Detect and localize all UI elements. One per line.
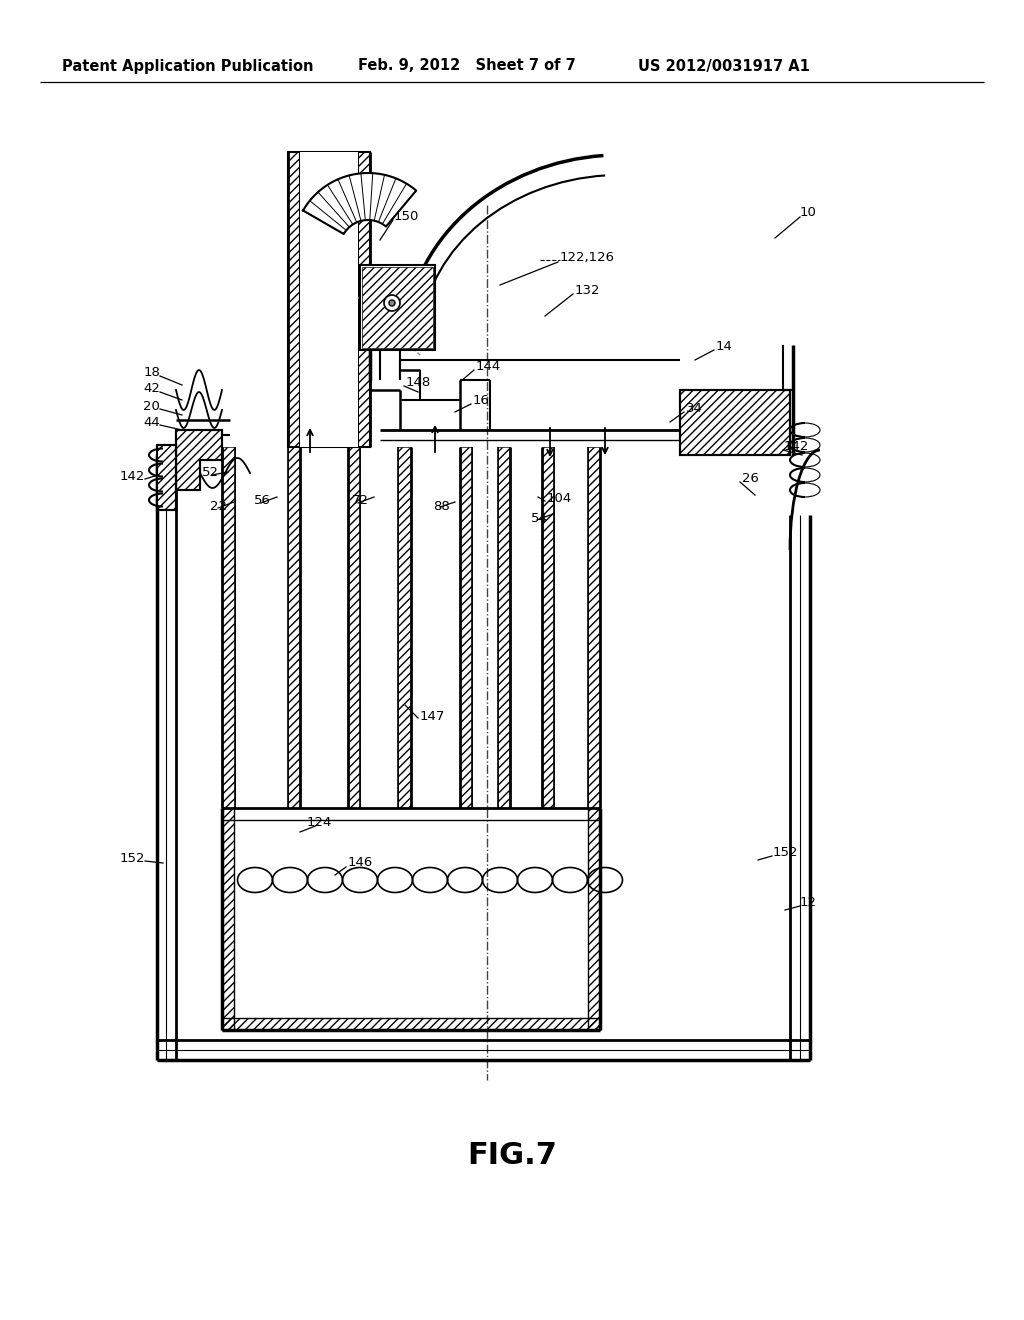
Text: Feb. 9, 2012   Sheet 7 of 7: Feb. 9, 2012 Sheet 7 of 7 (358, 58, 575, 74)
Polygon shape (157, 445, 176, 510)
Text: 152: 152 (120, 851, 145, 865)
Text: 148: 148 (406, 376, 431, 389)
Bar (398, 447, 411, 808)
Text: 54: 54 (531, 511, 548, 524)
Text: 56: 56 (254, 495, 271, 507)
Text: FIG.7: FIG.7 (467, 1140, 557, 1170)
Circle shape (384, 294, 400, 312)
Bar (542, 447, 554, 808)
Bar (288, 447, 300, 808)
Text: 34: 34 (686, 401, 702, 414)
Bar (300, 152, 358, 447)
Text: 26: 26 (742, 471, 759, 484)
Bar (588, 808, 600, 1030)
Text: US 2012/0031917 A1: US 2012/0031917 A1 (638, 58, 810, 74)
Bar (348, 447, 360, 808)
Polygon shape (176, 430, 222, 490)
Text: 22: 22 (210, 499, 227, 512)
Text: 142: 142 (120, 470, 145, 483)
Text: 88: 88 (433, 499, 450, 512)
Bar (680, 389, 790, 455)
Text: 44: 44 (143, 416, 160, 429)
Text: 10: 10 (800, 206, 817, 219)
Text: 124: 124 (307, 817, 333, 829)
Text: 14: 14 (716, 339, 733, 352)
Text: 42: 42 (143, 383, 160, 396)
Text: 104: 104 (547, 491, 572, 504)
Polygon shape (303, 173, 416, 234)
Text: 52: 52 (202, 466, 219, 479)
Text: 72: 72 (352, 495, 369, 507)
Text: 146: 146 (348, 857, 374, 870)
Bar (460, 447, 472, 808)
Bar (362, 267, 433, 348)
Bar (588, 447, 600, 808)
Text: Patent Application Publication: Patent Application Publication (62, 58, 313, 74)
Bar (680, 389, 790, 455)
Text: 152: 152 (773, 846, 799, 859)
Text: 122,126: 122,126 (560, 252, 615, 264)
Text: 20: 20 (143, 400, 160, 412)
Bar (222, 1018, 600, 1030)
Text: 142: 142 (784, 441, 809, 454)
Text: 132: 132 (575, 284, 600, 297)
Bar (498, 447, 510, 808)
Text: 16: 16 (473, 395, 489, 408)
Bar (222, 447, 234, 808)
Circle shape (389, 300, 395, 306)
Bar (288, 152, 370, 447)
Text: 150: 150 (394, 210, 420, 223)
Text: 144: 144 (476, 359, 502, 372)
Text: 147: 147 (420, 710, 445, 722)
Bar (360, 265, 435, 350)
Text: 18: 18 (143, 367, 160, 380)
Bar (222, 808, 234, 1030)
Bar (288, 152, 370, 447)
Text: 12: 12 (800, 896, 817, 909)
